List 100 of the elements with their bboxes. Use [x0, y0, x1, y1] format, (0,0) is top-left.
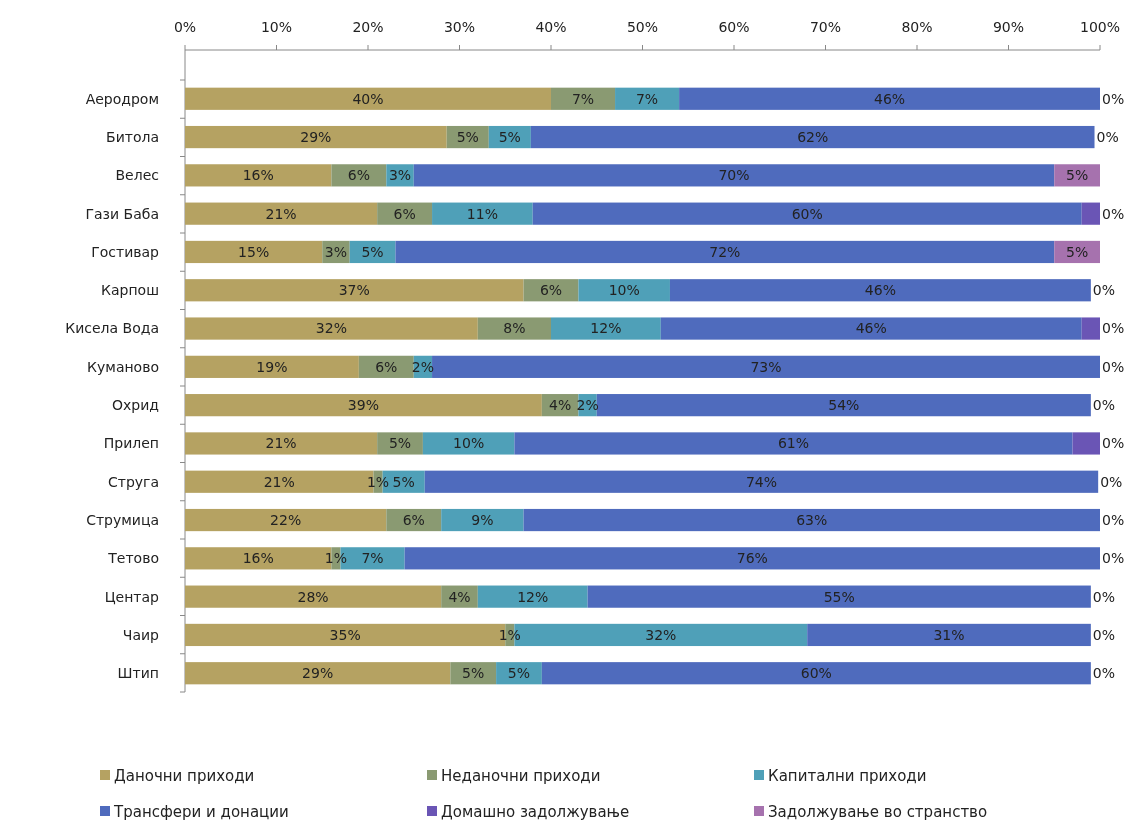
data-label: 16% [242, 167, 274, 184]
data-label: 0% [1092, 588, 1116, 605]
bar [615, 87, 680, 110]
data-label: 21% [265, 435, 297, 452]
bar [551, 87, 616, 110]
bar [185, 87, 551, 110]
data-label: 5% [507, 665, 531, 682]
data-label: 22% [270, 511, 302, 528]
data-label: 0% [1102, 90, 1125, 107]
y-tick-label: Прилеп [103, 435, 159, 452]
data-label: 60% [800, 665, 832, 682]
bar [679, 87, 1100, 110]
bar [424, 470, 1099, 493]
data-label: 9% [471, 511, 494, 528]
bar [532, 202, 1082, 225]
bar [807, 623, 1091, 647]
data-label: 76% [736, 550, 768, 567]
data-label: 55% [823, 588, 855, 605]
data-label: 31% [933, 626, 965, 643]
data-label: 62% [797, 128, 829, 145]
bar [477, 317, 551, 340]
bar [185, 394, 542, 417]
bar [477, 585, 588, 608]
bar [185, 125, 447, 149]
data-label: 6% [347, 167, 370, 184]
bar [432, 202, 533, 225]
data-label: 10% [608, 282, 640, 299]
bar [1072, 432, 1100, 455]
data-label: 63% [796, 511, 828, 528]
data-label: 5% [462, 665, 485, 682]
data-label: 7% [361, 550, 384, 567]
bar [441, 508, 524, 532]
bar [1081, 317, 1100, 340]
legend-label: Даночни приходи [114, 767, 255, 786]
bar [514, 432, 1073, 455]
bar [413, 164, 1055, 187]
y-tick-label: Охрид [112, 397, 159, 414]
data-label: 3% [324, 243, 348, 260]
data-label: 5% [388, 435, 412, 452]
bar [1081, 202, 1100, 225]
data-label: 39% [347, 397, 379, 414]
bar [432, 355, 1100, 378]
bar [551, 317, 661, 340]
y-tick-label: Чаир [122, 626, 160, 643]
bar [185, 662, 451, 685]
legend-label: Домашно задолжување [441, 803, 630, 822]
data-label: 60% [791, 205, 823, 222]
x-tick-label: 70% [809, 19, 842, 35]
y-tick-label: Гази Баба [85, 205, 159, 222]
data-label: 40% [352, 90, 384, 107]
data-label: 5% [456, 128, 479, 145]
legend-label: Задолжување во странство [768, 803, 988, 822]
x-tick-label: 40% [535, 19, 567, 35]
y-tick-label: Струга [107, 473, 159, 490]
data-label: 74% [745, 473, 778, 490]
data-label: 46% [855, 320, 887, 337]
data-label: 73% [750, 358, 782, 375]
y-tick-label: Струмица [86, 511, 159, 528]
data-label: 0% [1102, 511, 1125, 528]
y-tick-label: Аеродром [85, 90, 159, 107]
data-label: 54% [828, 397, 860, 414]
data-label: 5% [1066, 243, 1089, 260]
x-tick-label: 30% [443, 19, 476, 35]
bar [185, 279, 524, 302]
data-label: 72% [709, 243, 741, 260]
bar [587, 585, 1091, 608]
data-label: 0% [1102, 320, 1125, 337]
legend-label: Неданочни приходи [441, 767, 601, 786]
x-tick-label: 60% [718, 19, 750, 35]
data-label: 0% [1102, 435, 1125, 452]
bar [185, 432, 378, 455]
bar [523, 508, 1100, 532]
bar [185, 317, 478, 340]
bar [530, 125, 1095, 149]
data-label: 0% [1102, 550, 1125, 567]
legend-label: Трансфери и донации [113, 803, 289, 822]
y-tick-label: Кисела Вода [65, 320, 159, 337]
bar [185, 585, 442, 608]
bar [395, 240, 1055, 264]
data-label: 19% [256, 358, 288, 375]
bar [404, 547, 1100, 570]
data-label: 3% [388, 167, 412, 184]
y-tick-label: Велес [115, 167, 159, 184]
y-tick-label: Тетово [107, 550, 159, 567]
data-label: 5% [1066, 167, 1089, 184]
data-label: 4% [448, 588, 471, 605]
bar [185, 202, 378, 225]
bar [185, 355, 359, 378]
y-tick-label: Карпош [101, 282, 159, 299]
bar [185, 508, 387, 532]
data-label: 5% [498, 128, 521, 145]
data-label: 4% [549, 397, 572, 414]
data-label: 2% [576, 397, 599, 414]
data-label: 46% [873, 90, 906, 107]
data-label: 16% [242, 550, 274, 567]
legend-label: Капитални приходи [768, 767, 927, 786]
data-label: 2% [411, 358, 435, 375]
bar [578, 279, 670, 302]
data-label: 6% [375, 358, 398, 375]
data-label: 21% [265, 205, 297, 222]
